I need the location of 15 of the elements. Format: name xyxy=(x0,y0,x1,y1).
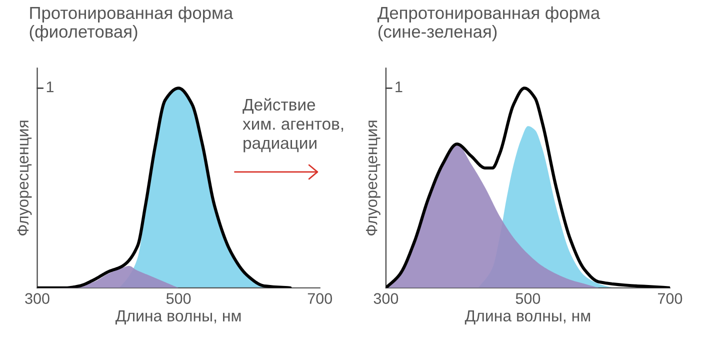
x-axis-title: Длина волны, нм xyxy=(464,310,590,325)
x-tick-label: 300 xyxy=(25,293,50,304)
x-tick-label: 500 xyxy=(166,293,191,304)
chart-title: Протонированная форма (фиолетовая) xyxy=(30,6,234,42)
x-tick-label: 500 xyxy=(516,293,540,304)
x-tick-label: 300 xyxy=(374,293,398,304)
y-axis-title: Флуоресценция xyxy=(17,120,32,236)
chart-title: Депротонированная форма (сине-зеленая) xyxy=(378,6,600,42)
annotation: 1 xyxy=(396,82,402,92)
x-tick-label: 700 xyxy=(658,293,682,304)
x-tick-label: 700 xyxy=(308,293,332,304)
annotation: 1 xyxy=(46,82,54,92)
y-axis-title: Флуоресценция xyxy=(366,120,380,236)
annotation: Действие хим. агентов, радиации xyxy=(242,98,344,152)
x-axis-title: Длина волны, нм xyxy=(116,310,241,325)
